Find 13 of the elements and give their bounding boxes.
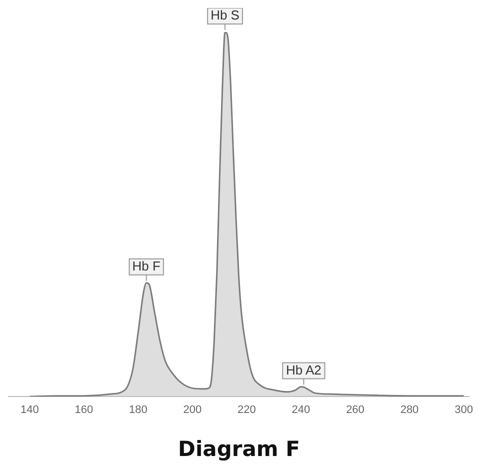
x-tick-label: 200 — [183, 404, 202, 416]
x-tick-label: 140 — [20, 404, 39, 416]
annotation: Hb S — [210, 8, 240, 23]
x-tick-label: 220 — [238, 404, 256, 416]
annotation: Hb A2 — [286, 362, 322, 378]
x-tick-label: 240 — [292, 404, 310, 416]
x-tick-label: 280 — [400, 404, 419, 416]
text: Diagram F — [178, 436, 300, 461]
x-tick-label: 260 — [346, 404, 364, 416]
x-tick-label: 300 — [454, 404, 473, 416]
x-tick-label: 160 — [74, 404, 94, 416]
x-tick-label: 180 — [129, 404, 148, 416]
annotation: Hb F — [132, 258, 160, 274]
